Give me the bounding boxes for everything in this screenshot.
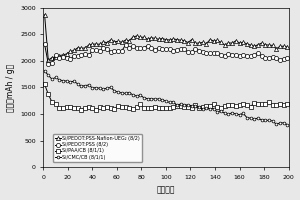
Si/CMC/CB (8/1/1) xyxy=(98,87,102,90)
Si/PAA/CB (8/1/1) xyxy=(146,107,149,109)
Si/PAA/CB (8/1/1) xyxy=(72,107,76,109)
Si/PAA/CB (8/1/1) xyxy=(230,104,234,106)
Si/PEDOT:PSS-Nafion-UEG₂ (8/2) xyxy=(271,44,275,47)
Si/CMC/CB (8/1/1) xyxy=(286,123,289,126)
Si/PAA/CB (8/1/1) xyxy=(43,83,46,85)
Y-axis label: 容量（mAh / g）: 容量（mAh / g） xyxy=(6,63,15,112)
Si/PEDOT:PSS (8/2) xyxy=(83,53,87,55)
Si/PEDOT:PSS (8/2) xyxy=(271,55,275,58)
Si/PEDOT:PSS (8/2) xyxy=(46,62,50,65)
Si/PEDOT:PSS-Nafion-UEG₂ (8/2) xyxy=(83,47,87,49)
Si/PEDOT:PSS (8/2) xyxy=(157,47,160,50)
Legend: Si/PEDOT:PSS-Nafion-UEG₂ (8/2), Si/PEDOT:PSS (8/2), Si/PAA/CB (8/1/1), Si/CMC/CB: Si/PEDOT:PSS-Nafion-UEG₂ (8/2), Si/PEDOT… xyxy=(53,134,142,162)
Si/PEDOT:PSS-Nafion-UEG₂ (8/2) xyxy=(76,47,80,49)
Si/PEDOT:PSS (8/2) xyxy=(43,43,46,45)
Si/PAA/CB (8/1/1) xyxy=(94,109,98,111)
Si/PEDOT:PSS-Nafion-UEG₂ (8/2) xyxy=(146,38,149,41)
Si/CMC/CB (8/1/1) xyxy=(142,97,146,99)
Si/PEDOT:PSS-Nafion-UEG₂ (8/2) xyxy=(230,42,234,44)
Si/PAA/CB (8/1/1) xyxy=(80,108,83,111)
Si/CMC/CB (8/1/1) xyxy=(271,120,275,122)
Si/PEDOT:PSS-Nafion-UEG₂ (8/2) xyxy=(286,46,289,48)
Line: Si/PEDOT:PSS (8/2): Si/PEDOT:PSS (8/2) xyxy=(43,42,290,66)
Si/PEDOT:PSS-Nafion-UEG₂ (8/2) xyxy=(46,59,50,61)
Si/PEDOT:PSS-Nafion-UEG₂ (8/2) xyxy=(157,38,160,40)
Line: Si/CMC/CB (8/1/1): Si/CMC/CB (8/1/1) xyxy=(43,70,289,126)
Line: Si/PAA/CB (8/1/1): Si/PAA/CB (8/1/1) xyxy=(43,83,289,112)
Si/PEDOT:PSS-Nafion-UEG₂ (8/2) xyxy=(43,14,46,16)
Line: Si/PEDOT:PSS-Nafion-UEG₂ (8/2): Si/PEDOT:PSS-Nafion-UEG₂ (8/2) xyxy=(43,13,290,62)
Si/PEDOT:PSS (8/2) xyxy=(286,57,289,60)
Si/CMC/CB (8/1/1) xyxy=(227,113,230,115)
Si/PEDOT:PSS (8/2) xyxy=(76,55,80,57)
Si/CMC/CB (8/1/1) xyxy=(43,70,46,72)
Si/CMC/CB (8/1/1) xyxy=(153,98,157,100)
Si/PAA/CB (8/1/1) xyxy=(271,104,275,106)
Si/PAA/CB (8/1/1) xyxy=(157,106,160,109)
Si/CMC/CB (8/1/1) xyxy=(80,85,83,87)
X-axis label: 循环次数: 循环次数 xyxy=(157,185,175,194)
Si/PEDOT:PSS (8/2) xyxy=(146,44,149,47)
Si/PAA/CB (8/1/1) xyxy=(286,103,289,106)
Si/PEDOT:PSS (8/2) xyxy=(230,54,234,56)
